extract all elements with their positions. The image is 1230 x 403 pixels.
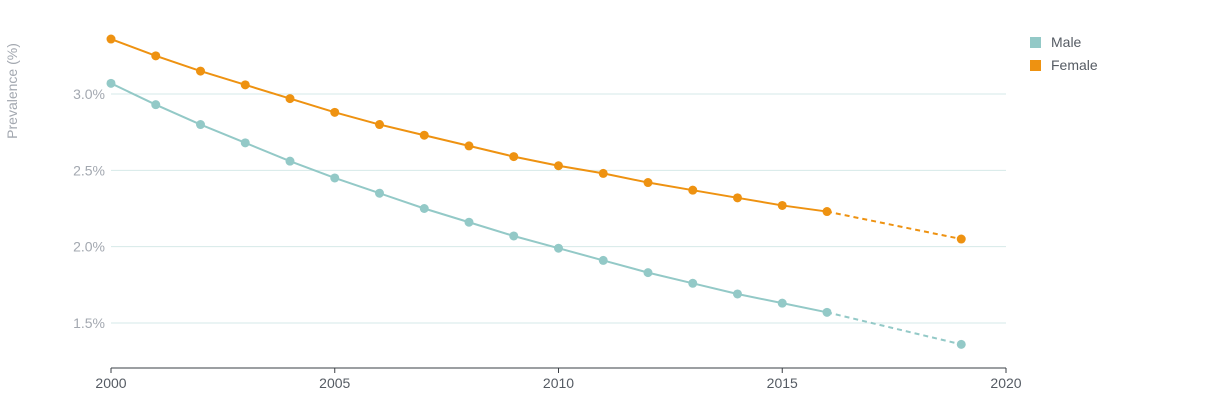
- female-data-point: [196, 66, 205, 76]
- legend-label-female: Female: [1051, 57, 1098, 73]
- male-data-point: [240, 138, 250, 148]
- female-data-point: [554, 161, 563, 171]
- male-data-point: [196, 120, 205, 130]
- x-tick-label: 2010: [543, 375, 574, 391]
- legend-swatch-female: [1030, 60, 1041, 71]
- male-data-point: [151, 100, 161, 110]
- female-data-point: [285, 94, 295, 104]
- female-projection-line: [826, 210, 962, 241]
- male-series-line: [110, 82, 828, 314]
- female-data-point: [464, 141, 474, 151]
- male-data-point: [777, 298, 787, 308]
- female-data-point: [643, 178, 653, 188]
- x-tick-label: 2015: [767, 375, 798, 391]
- x-tick-label: 2005: [319, 375, 350, 391]
- female-data-point: [777, 200, 787, 210]
- y-tick-label: 2.5%: [73, 162, 105, 178]
- male-data-point: [822, 307, 832, 317]
- female-data-point: [822, 207, 832, 217]
- female-data-point: [151, 51, 161, 61]
- legend-swatch-male: [1030, 37, 1041, 48]
- male-data-point: [509, 231, 519, 241]
- x-tick-label: 2020: [990, 375, 1021, 391]
- legend: Male Female: [1030, 34, 1098, 73]
- male-data-point: [464, 217, 474, 227]
- grid-lines: [111, 93, 1006, 324]
- male-data-point: [643, 268, 653, 278]
- male-data-point: [419, 204, 429, 213]
- female-data-point: [598, 168, 608, 178]
- x-tick-labels: 2000 2005 2010 2015 2020: [95, 368, 1022, 391]
- female-data-point: [956, 234, 966, 244]
- female-data-point: [419, 130, 429, 140]
- male-data-point: [554, 243, 563, 253]
- y-tick-labels: 1.5% 2.0% 2.5% 3.0%: [73, 86, 105, 331]
- male-data-point: [285, 156, 295, 166]
- male-data-point: [598, 255, 608, 265]
- female-data-point: [733, 193, 742, 203]
- male-data-point: [375, 188, 384, 198]
- y-axis-title: Prevalence (%): [4, 43, 20, 139]
- legend-label-male: Male: [1051, 34, 1082, 50]
- y-tick-label: 1.5%: [73, 315, 105, 331]
- series-group: [106, 34, 966, 349]
- female-data-point: [106, 34, 116, 44]
- y-tick-label: 3.0%: [73, 86, 105, 102]
- male-data-point: [688, 278, 698, 288]
- female-data-point: [375, 120, 384, 130]
- female-data-point: [688, 185, 698, 195]
- female-data-point: [509, 152, 519, 162]
- x-tick-label: 2000: [95, 375, 126, 391]
- y-tick-label: 2.0%: [73, 239, 105, 255]
- male-projection-line: [826, 311, 962, 346]
- male-data-point: [733, 289, 742, 299]
- female-series-line: [110, 38, 828, 213]
- series-female: [106, 34, 966, 244]
- female-data-point: [240, 80, 250, 90]
- male-data-point: [330, 173, 340, 183]
- male-data-point: [956, 339, 966, 349]
- female-data-point: [330, 107, 340, 117]
- series-male: [106, 78, 966, 349]
- male-data-point: [106, 78, 116, 88]
